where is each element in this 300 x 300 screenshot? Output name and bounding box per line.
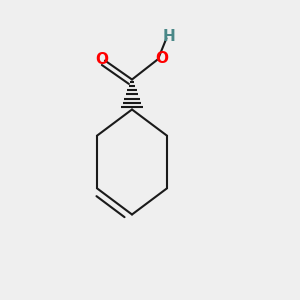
Text: O: O	[155, 51, 168, 66]
Text: H: H	[163, 29, 176, 44]
Text: O: O	[95, 52, 108, 67]
